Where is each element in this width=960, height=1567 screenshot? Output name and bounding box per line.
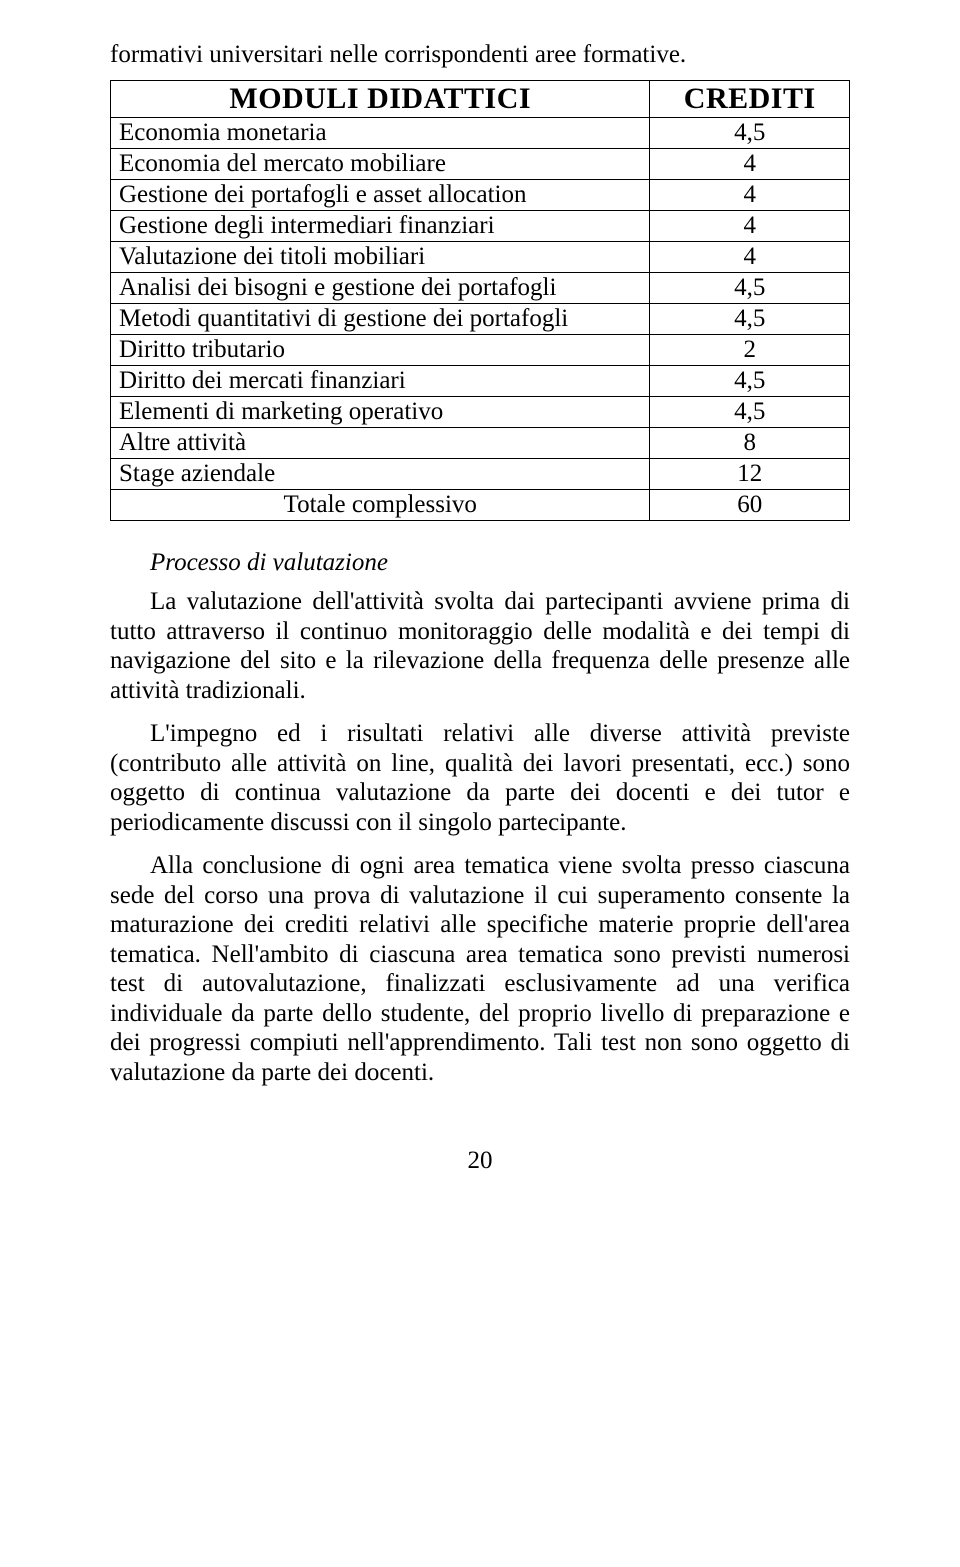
row-value: 12 (650, 459, 850, 490)
table-row: Diritto tributario2 (111, 335, 850, 366)
table-row: Economia del mercato mobiliare4 (111, 149, 850, 180)
row-value: 4,5 (650, 273, 850, 304)
header-credits: CREDITI (650, 81, 850, 118)
row-label: Metodi quantitativi di gestione dei port… (111, 304, 650, 335)
section-title: Processo di valutazione (150, 549, 850, 577)
row-label: Elementi di marketing operativo (111, 397, 650, 428)
row-value: 4,5 (650, 397, 850, 428)
body-paragraph: La valutazione dell'attività svolta dai … (110, 587, 850, 705)
row-label: Stage aziendale (111, 459, 650, 490)
row-value: 4,5 (650, 366, 850, 397)
moduli-table: MODULI DIDATTICI CREDITI Economia moneta… (110, 80, 850, 521)
body-paragraph: L'impegno ed i risultati relativi alle d… (110, 719, 850, 837)
row-value: 4,5 (650, 304, 850, 335)
row-label: Altre attività (111, 428, 650, 459)
row-label: Gestione dei portafogli e asset allocati… (111, 180, 650, 211)
row-label: Economia del mercato mobiliare (111, 149, 650, 180)
table-row: Gestione degli intermediari finanziari4 (111, 211, 850, 242)
row-label: Diritto dei mercati finanziari (111, 366, 650, 397)
row-value: 4 (650, 180, 850, 211)
table-row: Diritto dei mercati finanziari4,5 (111, 366, 850, 397)
row-value: 4,5 (650, 118, 850, 149)
table-row: Altre attività8 (111, 428, 850, 459)
table-header-row: MODULI DIDATTICI CREDITI (111, 81, 850, 118)
table-row: Gestione dei portafogli e asset allocati… (111, 180, 850, 211)
row-value: 2 (650, 335, 850, 366)
header-module: MODULI DIDATTICI (111, 81, 650, 118)
row-value: 8 (650, 428, 850, 459)
table-row: Analisi dei bisogni e gestione dei porta… (111, 273, 850, 304)
intro-text: formativi universitari nelle corrisponde… (110, 40, 850, 70)
total-label: Totale complessivo (111, 490, 650, 521)
row-label: Gestione degli intermediari finanziari (111, 211, 650, 242)
body-paragraph: Alla conclusione di ogni area tematica v… (110, 851, 850, 1087)
table-row: Elementi di marketing operativo4,5 (111, 397, 850, 428)
table-row: Metodi quantitativi di gestione dei port… (111, 304, 850, 335)
row-value: 4 (650, 211, 850, 242)
row-label: Diritto tributario (111, 335, 650, 366)
table-total-row: Totale complessivo60 (111, 490, 850, 521)
page-number: 20 (110, 1147, 850, 1175)
total-value: 60 (650, 490, 850, 521)
document-page: formativi universitari nelle corrisponde… (0, 0, 960, 1235)
table-row: Economia monetaria4,5 (111, 118, 850, 149)
row-value: 4 (650, 149, 850, 180)
table-row: Valutazione dei titoli mobiliari4 (111, 242, 850, 273)
table-row: Stage aziendale12 (111, 459, 850, 490)
row-value: 4 (650, 242, 850, 273)
row-label: Economia monetaria (111, 118, 650, 149)
row-label: Valutazione dei titoli mobiliari (111, 242, 650, 273)
table-body: Economia monetaria4,5 Economia del merca… (111, 118, 850, 521)
row-label: Analisi dei bisogni e gestione dei porta… (111, 273, 650, 304)
